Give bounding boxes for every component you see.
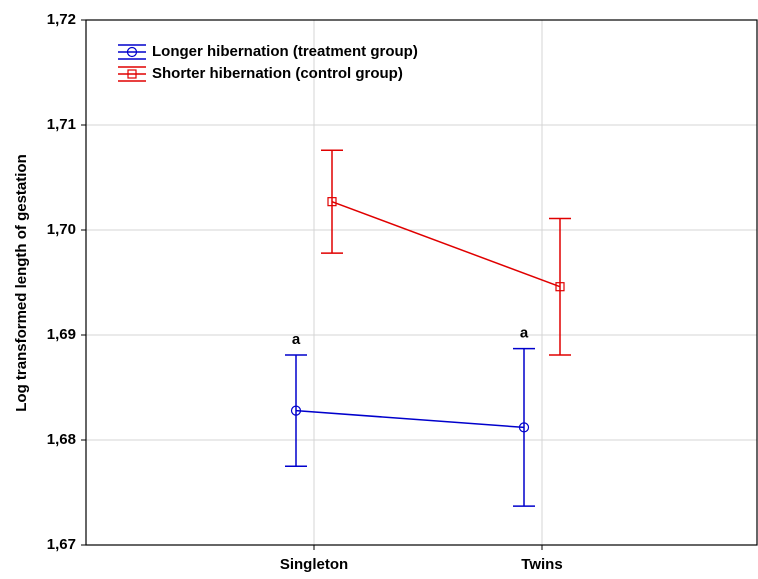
point (555, 282, 565, 292)
legend-marker (127, 69, 137, 79)
plot-frame (85, 19, 758, 546)
point (518, 422, 530, 433)
x-tick-label: Singleton (280, 556, 348, 573)
point (290, 405, 302, 416)
y-axis-label: Log transformed length of gestation (13, 154, 30, 412)
point (327, 197, 337, 207)
y-tick-label: 1,72 (47, 11, 76, 28)
y-tick-label: 1,67 (47, 536, 76, 553)
series-line (295, 409, 525, 429)
y-tick-label: 1,69 (47, 326, 76, 343)
annotation: a (520, 325, 529, 342)
y-tick-label: 1,70 (47, 221, 76, 238)
legend-label: Longer hibernation (treatment group) (152, 43, 418, 60)
legend-label: Shorter hibernation (control group) (152, 65, 403, 82)
y-tick-label: 1,71 (47, 116, 76, 133)
series-line (331, 200, 561, 288)
annotation: a (292, 331, 301, 348)
y-tick-label: 1,68 (47, 431, 76, 448)
x-tick-label: Twins (521, 556, 562, 573)
legend-marker (126, 46, 138, 58)
